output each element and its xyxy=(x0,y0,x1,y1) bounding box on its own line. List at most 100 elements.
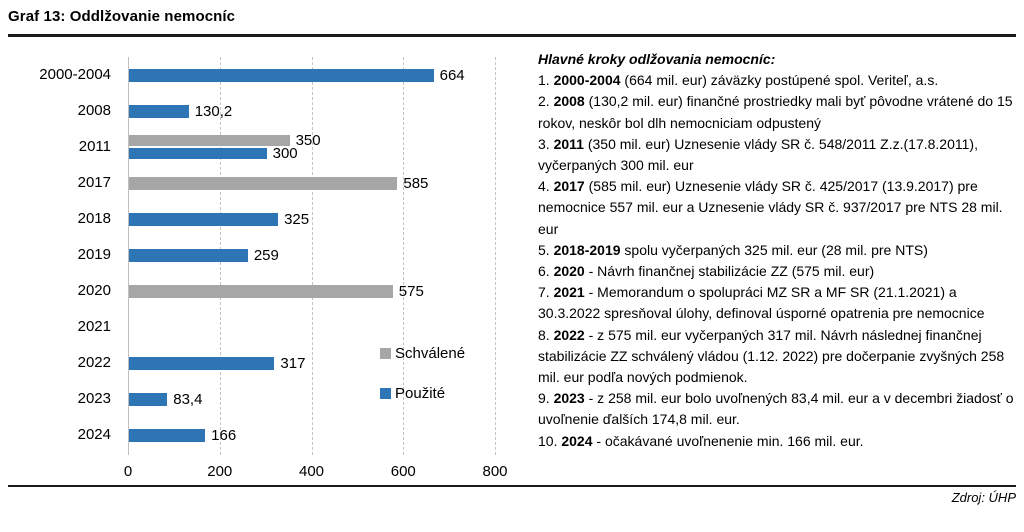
note-number: 3. xyxy=(538,135,554,152)
bar-pouzite xyxy=(129,68,434,82)
bar-pouzite xyxy=(129,392,168,406)
bar-value-label: 350 xyxy=(295,132,321,149)
note-year: 2011 xyxy=(553,135,584,152)
chart-row: 2022 317 xyxy=(8,345,495,381)
gridline xyxy=(495,57,496,455)
note-item: 7. 2021 - Memorandum o spolupráci MZ SR … xyxy=(538,282,1016,324)
note-item: 3. 2011 (350 mil. eur) Uznesenie vlády S… xyxy=(538,134,1016,176)
legend-item-pouzite: Použité xyxy=(380,385,465,402)
category-label: 2021 xyxy=(77,318,111,335)
chart-row: 2020 575 xyxy=(8,273,495,309)
note-text: - Návrh finančnej stabilizácie ZZ (575 m… xyxy=(584,263,875,280)
note-item: 5. 2018-2019 spolu vyčerpaných 325 mil. … xyxy=(538,240,1016,261)
category-label: 2017 xyxy=(77,174,111,191)
note-number: 8. xyxy=(538,326,554,343)
bar-value-label: 575 xyxy=(398,282,424,300)
source-label: Zdroj: ÚHP xyxy=(951,490,1016,505)
note-item: 10. 2024 - očakávané uvoľnenenie min. 16… xyxy=(538,431,1016,452)
bar-schvalene xyxy=(129,135,290,146)
note-year: 2021 xyxy=(553,284,585,301)
category-label: 2019 xyxy=(77,246,111,263)
gridline xyxy=(128,57,129,455)
x-tick-label: 0 xyxy=(123,463,133,480)
chart-title: Graf 13: Oddlžovanie nemocníc xyxy=(8,8,236,25)
bar-schvalene xyxy=(129,284,393,298)
note-text: - z 575 mil. eur vyčerpaných 317 mil. Ná… xyxy=(538,326,1005,386)
note-year: 2020 xyxy=(553,263,585,280)
bar-chart: 2000-2004 664 2008 130,2 2011 350 300 2017 585 20… xyxy=(8,49,513,489)
category-label: 2011 xyxy=(78,138,111,155)
chart-rows: 2000-2004 664 2008 130,2 2011 350 300 2017 585 20… xyxy=(8,57,495,453)
note-item: 4. 2017 (585 mil. eur) Uznesenie vlády S… xyxy=(538,176,1016,240)
note-text: - Memorandum o spolupráci MZ SR a MF SR … xyxy=(538,284,985,322)
category-label: 2020 xyxy=(77,282,111,299)
row-track: 317 xyxy=(128,345,495,381)
chart-row: 2000-2004 664 xyxy=(8,57,495,93)
category-label: 2022 xyxy=(77,354,111,371)
chart-row: 2017 585 xyxy=(8,165,495,201)
note-text: (130,2 mil. eur) finančné prostriedky ma… xyxy=(538,93,1013,131)
note-year: 2018-2019 xyxy=(553,241,621,258)
legend-item-schvalene: Schválené xyxy=(380,345,465,362)
x-tick-label: 800 xyxy=(482,463,508,480)
category-label: 2018 xyxy=(77,210,111,227)
row-track: 83,4 xyxy=(128,381,495,417)
bar-value-label: 325 xyxy=(284,210,310,228)
content: 2000-2004 664 2008 130,2 2011 350 300 2017 585 20… xyxy=(8,37,1016,485)
bar-value-label: 317 xyxy=(280,354,306,372)
legend: Schválené Použité xyxy=(380,345,465,402)
note-number: 9. xyxy=(538,390,554,407)
row-track xyxy=(128,309,495,345)
legend-swatch-schvalene xyxy=(380,348,391,359)
gridline xyxy=(311,57,313,455)
chart-row: 2018 325 xyxy=(8,201,495,237)
note-item: 2. 2008 (130,2 mil. eur) finančné prostr… xyxy=(538,91,1016,133)
bar-value-label: 664 xyxy=(439,66,465,84)
notes-panel: Hlavné kroky odlžovania nemocníc: 1. 200… xyxy=(538,49,1016,452)
chart-row: 2008 130,2 xyxy=(8,93,495,129)
x-axis: 0 200 400 600 800 xyxy=(124,463,508,483)
row-track: 130,2 xyxy=(128,93,495,129)
chart-row: 2021 xyxy=(8,309,495,345)
bar-value-label: 130,2 xyxy=(194,102,233,120)
note-number: 7. xyxy=(538,284,554,301)
x-tick-label: 400 xyxy=(298,463,325,480)
row-track: 664 xyxy=(128,57,495,93)
chart-row: 2019 259 xyxy=(8,237,495,273)
bar-pouzite xyxy=(129,104,189,118)
bar-value-label: 83,4 xyxy=(173,390,203,408)
note-number: 1. xyxy=(538,72,554,89)
row-track: 350 300 xyxy=(128,129,495,165)
category-label: 2000-2004 xyxy=(39,66,111,83)
source-row: Zdroj: ÚHP xyxy=(8,487,1016,505)
bottom-rule xyxy=(8,485,1016,487)
legend-swatch-pouzite xyxy=(380,388,391,399)
x-tick-label: 200 xyxy=(207,463,233,480)
note-number: 6. xyxy=(538,263,554,280)
bar-value-label: 259 xyxy=(253,246,279,264)
bar-pouzite xyxy=(129,356,275,370)
note-text: (585 mil. eur) Uznesenie vlády SR č. 425… xyxy=(538,178,1003,237)
note-item: 6. 2020 - Návrh finančnej stabilizácie Z… xyxy=(538,261,1016,282)
row-track: 575 xyxy=(128,273,495,309)
note-item: 9. 2023 - z 258 mil. eur bolo uvoľnených… xyxy=(538,388,1016,430)
bar-pouzite xyxy=(129,212,279,226)
note-number: 10. xyxy=(538,432,562,449)
chart-row: 2023 83,4 xyxy=(8,381,495,417)
bar-value-label: 166 xyxy=(211,426,237,444)
note-text: spolu vyčerpaných 325 mil. eur (28 mil. … xyxy=(620,241,928,258)
note-text: - očakávané uvoľnenenie min. 166 mil. eu… xyxy=(592,432,864,449)
legend-label-pouzite: Použité xyxy=(395,385,446,402)
category-label: 2023 xyxy=(77,390,111,407)
category-label: 2008 xyxy=(77,102,111,119)
note-year: 2017 xyxy=(553,178,585,195)
row-track: 259 xyxy=(128,237,495,273)
note-text: (350 mil. eur) Uznesenie vlády SR č. 548… xyxy=(538,135,978,174)
bar-pouzite xyxy=(129,428,206,442)
note-text: (664 mil. eur) záväzky postúpené spol. V… xyxy=(620,72,939,89)
note-number: 2. xyxy=(538,93,554,110)
note-year: 2024 xyxy=(561,432,593,449)
bar-pouzite xyxy=(129,248,248,262)
chart-row: 2011 350 300 xyxy=(8,129,495,165)
bar-value-label: 585 xyxy=(403,174,429,192)
